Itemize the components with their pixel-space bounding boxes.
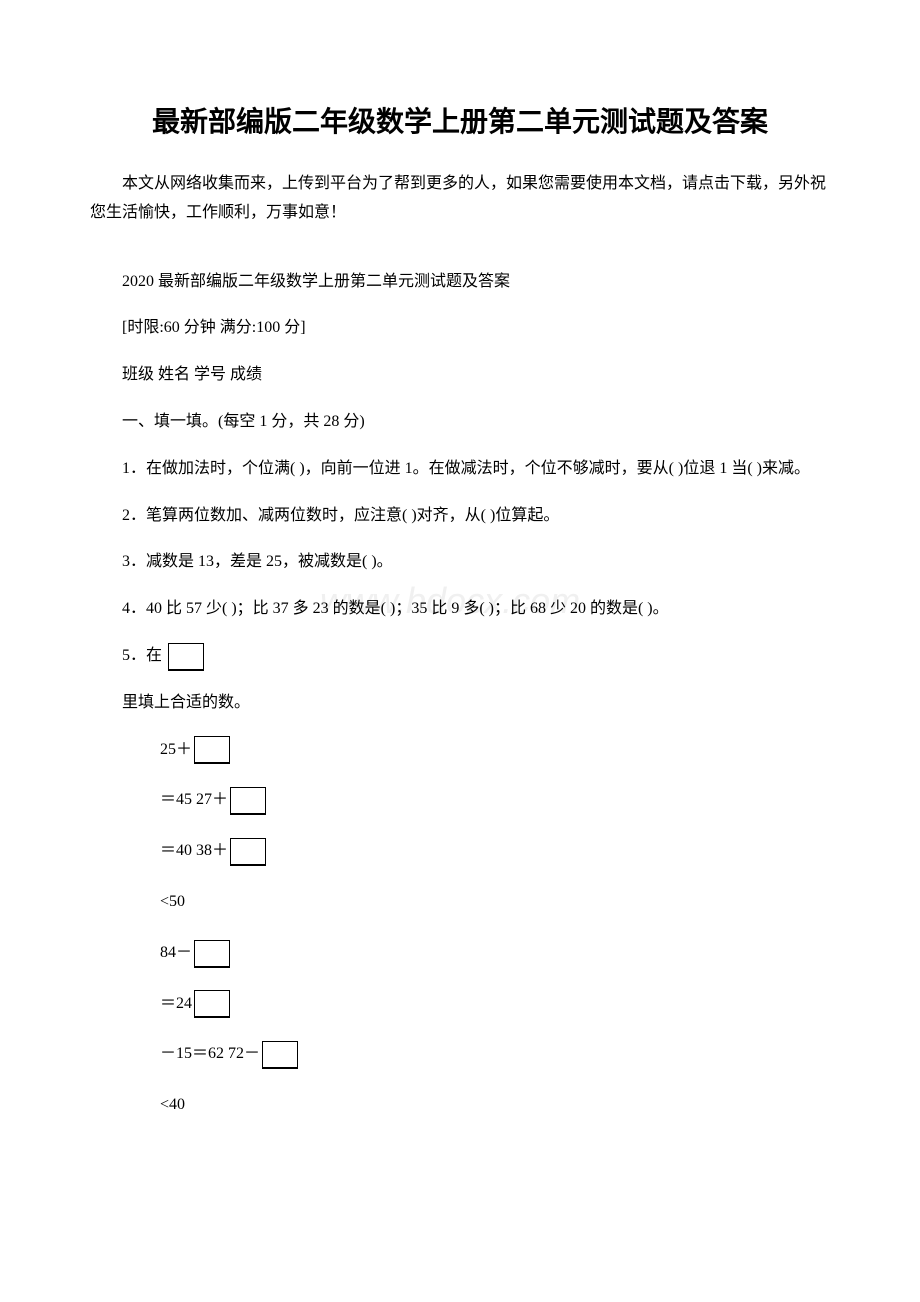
question-5-line2: 里填上合适的数。 [90,689,830,718]
page-title: 最新部编版二年级数学上册第二单元测试题及答案 [90,100,830,140]
equation-4: <50 [160,888,830,917]
eq8-text: <40 [160,1091,185,1120]
blank-box [194,990,230,1018]
eq1-text: 25＋ [160,736,192,765]
eq5-text: 84－ [160,939,192,968]
equation-7: －15＝62 72－ [160,1040,830,1069]
equation-8: <40 [160,1091,830,1120]
section1-heading: 一、填一填。(每空 1 分，共 28 分) [90,408,830,437]
question-5-line1: 5．在 [90,642,830,671]
blank-box [262,1041,298,1069]
blank-box [194,940,230,968]
eq3-text: ＝40 38＋ [160,837,228,866]
equation-5: 84－ [160,939,830,968]
blank-box [230,838,266,866]
q5-prefix: 5．在 [90,642,162,671]
question-3: 3．减数是 13，差是 25，被减数是( )。 [90,548,830,577]
fields-text: 班级 姓名 学号 成绩 [90,361,830,390]
eq7-text: －15＝62 72－ [160,1040,260,1069]
equation-2: ＝45 27＋ [160,786,830,815]
intro-text: 本文从网络收集而来，上传到平台为了帮到更多的人，如果您需要使用本文档，请点击下载… [90,170,830,228]
eq4-text: <50 [160,888,185,917]
question-1: 1．在做加法时，个位满( )，向前一位进 1。在做减法时，个位不够减时，要从( … [90,455,830,484]
blank-box [168,643,204,671]
blank-box [194,736,230,764]
equation-1: 25＋ [160,736,830,765]
blank-box [230,787,266,815]
question-4: 4．40 比 57 少( )；比 37 多 23 的数是( )；35 比 9 多… [90,595,830,624]
equation-6: ＝24 [160,990,830,1019]
question-2: 2．笔算两位数加、减两位数时，应注意( )对齐，从( )位算起。 [90,502,830,531]
equation-3: ＝40 38＋ [160,837,830,866]
subtitle: 2020 最新部编版二年级数学上册第二单元测试题及答案 [90,268,830,297]
limits-text: [时限:60 分钟 满分:100 分] [90,314,830,343]
eq6-text: ＝24 [160,990,192,1019]
eq2-text: ＝45 27＋ [160,786,228,815]
